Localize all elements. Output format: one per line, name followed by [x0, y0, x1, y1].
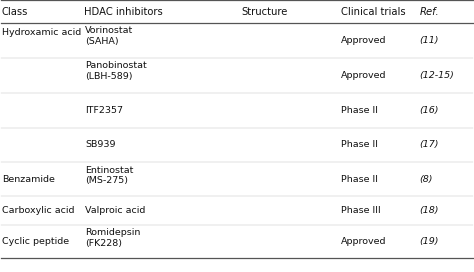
Text: Hydroxamic acid: Hydroxamic acid: [2, 28, 81, 37]
Text: SB939: SB939: [85, 140, 116, 150]
Text: (16): (16): [419, 106, 439, 115]
Text: HDAC inhibitors: HDAC inhibitors: [84, 7, 163, 17]
Text: (8): (8): [419, 175, 433, 184]
Text: Carboxylic acid: Carboxylic acid: [2, 206, 74, 215]
Text: Benzamide: Benzamide: [2, 175, 55, 184]
Text: ITF2357: ITF2357: [85, 106, 123, 115]
Text: (19): (19): [419, 237, 439, 246]
Text: Clinical trials: Clinical trials: [341, 7, 406, 17]
Text: (18): (18): [419, 206, 439, 215]
Text: (17): (17): [419, 140, 439, 150]
Text: (11): (11): [419, 36, 439, 45]
Text: Approved: Approved: [341, 71, 387, 80]
Text: Valproic acid: Valproic acid: [85, 206, 146, 215]
Text: Approved: Approved: [341, 36, 387, 45]
Text: Phase II: Phase II: [341, 175, 378, 184]
Text: Romidepsin
(FK228): Romidepsin (FK228): [85, 228, 141, 248]
Text: Class: Class: [2, 7, 28, 17]
Text: Entinostat
(MS-275): Entinostat (MS-275): [85, 166, 134, 186]
Text: Panobinostat
(LBH-589): Panobinostat (LBH-589): [85, 61, 147, 81]
Text: Structure: Structure: [241, 7, 287, 17]
Text: Vorinostat
(SAHA): Vorinostat (SAHA): [85, 26, 134, 46]
Text: Phase II: Phase II: [341, 106, 378, 115]
Text: Cyclic peptide: Cyclic peptide: [2, 237, 69, 246]
Text: Phase III: Phase III: [341, 206, 381, 215]
Text: Phase II: Phase II: [341, 140, 378, 150]
Text: (12-15): (12-15): [419, 71, 455, 80]
Text: Approved: Approved: [341, 237, 387, 246]
Text: Ref.: Ref.: [419, 7, 439, 17]
